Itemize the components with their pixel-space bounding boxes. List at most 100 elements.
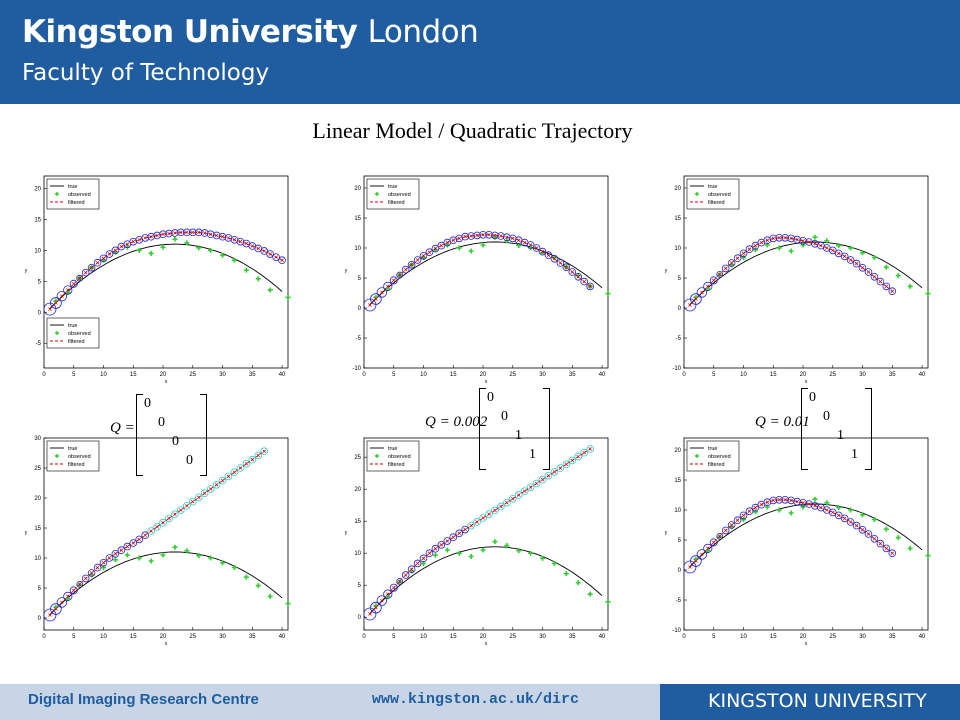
covariance-ellipse [799, 237, 807, 245]
observed-point [605, 291, 611, 297]
covariance-ellipse [696, 287, 708, 298]
covariance-ellipse [43, 608, 57, 622]
covariance-ellipse [177, 506, 185, 514]
covariance-ellipse [129, 237, 138, 246]
filtered-line [689, 499, 893, 568]
y-tick-label: 0 [38, 616, 42, 622]
covariance-ellipse [218, 476, 227, 485]
observed-point [456, 550, 462, 556]
footer-brand: KINGSTON UNIVERSITY [708, 690, 927, 712]
covariance-ellipse [461, 525, 469, 534]
x-tick-label: 25 [189, 634, 196, 640]
y-tick-label: 15 [34, 217, 41, 223]
observed-point [231, 565, 237, 571]
legend-label: observed [708, 192, 731, 198]
observed-point [243, 267, 249, 273]
legend-label: true [708, 446, 717, 452]
x-tick-label: 40 [279, 634, 286, 640]
chart-svg: 0 5 10 15 20 25 30 35 40-10-505101520xytrueobser… [665, 437, 931, 647]
plot-bottom-center: 0 5 10 15 20 25 30 35 40 0 5 10 15 20 25 x y true observed… [340, 432, 620, 652]
covariance-ellipse [580, 448, 588, 457]
observed-point [836, 505, 842, 511]
covariance-ellipse [188, 497, 197, 506]
covariance-ellipse [586, 445, 594, 453]
observed-point [812, 234, 818, 240]
covariance-ellipse [425, 248, 434, 256]
observed-point [907, 545, 913, 551]
observed-point [160, 552, 166, 558]
y-tick-label: 25 [34, 466, 41, 472]
covariance-ellipse [248, 455, 257, 464]
filtered-point [262, 249, 266, 253]
y-tick-label: 0 [678, 568, 682, 574]
observed-point [752, 247, 758, 253]
filtered-point [137, 238, 141, 242]
observed-point [220, 560, 226, 566]
observed-point [836, 243, 842, 249]
observed-point [575, 580, 581, 586]
covariance-ellipse [497, 502, 505, 511]
legend-label: true [388, 184, 397, 190]
legend-label: filtered [68, 200, 85, 206]
observed-point [528, 550, 534, 556]
covariance-ellipse [858, 264, 867, 272]
observed-point [883, 264, 889, 270]
observed-point [267, 287, 273, 293]
covariance-ellipse [882, 544, 891, 553]
covariance-ellipse [99, 254, 108, 263]
covariance-ellipse [745, 245, 754, 253]
covariance-ellipse [763, 498, 772, 506]
covariance-ellipse [580, 277, 588, 286]
filtered-point [191, 230, 195, 235]
covariance-ellipse [383, 589, 393, 599]
covariance-ellipse [690, 293, 702, 305]
legend-observed-swatch [695, 454, 699, 458]
observed-point [172, 236, 178, 242]
observed-point [444, 547, 450, 553]
plot-top-center: 0 5 10 15 20 25 30 35 40 -10 -5 0 5 10 15 20 x y true obser… [340, 170, 620, 390]
observed-point [208, 555, 214, 561]
x-axis-label: x [805, 379, 808, 385]
covariance-ellipse [105, 554, 114, 562]
covariance-ellipse [76, 274, 84, 282]
y-tick-label: 5 [358, 583, 362, 589]
true-trajectory-line [49, 551, 283, 615]
y-tick-label: 0 [358, 306, 362, 312]
covariance-ellipse [376, 595, 388, 606]
covariance-ellipse [562, 263, 571, 271]
chart-svg: 0 5 10 15 20 25 30 35 40 0 5 10 15 20 25 30 x y true observ… [25, 436, 291, 647]
observed-point [220, 252, 226, 258]
x-tick-label: 20 [160, 634, 167, 640]
x-tick-label: 40 [919, 372, 926, 378]
y-tick-label: 0 [358, 615, 362, 621]
observed-point [907, 283, 913, 289]
matrix-right-bracket [865, 388, 872, 470]
covariance-ellipse [716, 271, 724, 278]
covariance-ellipse [840, 514, 849, 523]
y-tick-label: 20 [34, 186, 41, 192]
covariance-ellipse [520, 487, 529, 495]
covariance-ellipse [407, 565, 416, 574]
observed-point [184, 548, 190, 554]
footer-url[interactable]: www.kingston.ac.uk/dirc [372, 691, 580, 708]
covariance-ellipse [882, 282, 891, 291]
matrix-diagonal-entry: 1 [529, 447, 536, 462]
legend-label: filtered [708, 462, 725, 468]
covariance-ellipse [503, 233, 511, 241]
covariance-ellipse [194, 493, 203, 502]
matrix-right-bracket [543, 388, 550, 470]
covariance-ellipse [266, 250, 274, 258]
filtered-point [783, 498, 787, 502]
legend-observed-swatch [55, 192, 59, 196]
footer-brand-block [660, 684, 960, 720]
legend-label: observed [68, 192, 91, 198]
observed-point [136, 247, 142, 253]
observed-point [255, 276, 261, 282]
matrix-diagonal-entry: 1 [851, 447, 858, 462]
filtered-line [369, 448, 591, 615]
plot-top-right: 0 5 10 15 20 25 30 35 40 -10 -5 0 5 10 15 20 x y true obser… [660, 170, 940, 390]
observed-point [551, 560, 557, 566]
covariance-ellipse [811, 502, 819, 510]
